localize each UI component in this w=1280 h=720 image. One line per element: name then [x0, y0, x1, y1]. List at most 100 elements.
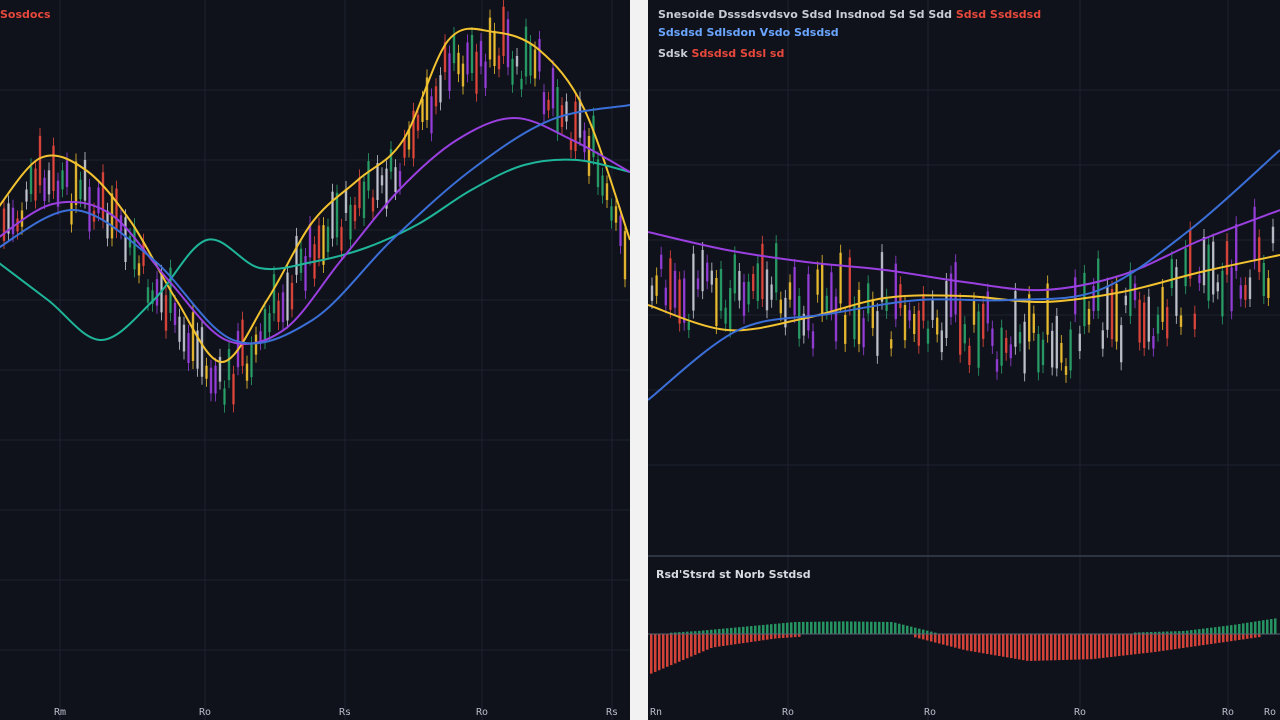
candle-up: [529, 42, 532, 76]
histogram-bar-down: [758, 634, 761, 641]
candle-body: [784, 297, 787, 328]
candle-body: [848, 257, 851, 308]
candle-body: [1069, 329, 1072, 371]
histogram-bar-up: [730, 627, 733, 634]
histogram-bar-down: [690, 634, 693, 657]
histogram-bar-down: [1066, 634, 1069, 660]
right-chart-panel[interactable]: Rn Ro Ro Ro Ro Ro Snesoide Dsssdsvdsvo Sdsd I…: [648, 0, 1280, 720]
histogram-bar-up: [806, 621, 809, 634]
candle-body: [788, 282, 792, 300]
x-tick-label: Ro: [1074, 707, 1086, 718]
candle-down: [2, 208, 6, 241]
candle-down: [101, 172, 105, 221]
oscillator-histogram: [650, 618, 1277, 674]
candle-down: [430, 96, 433, 134]
histogram-bar-down: [1046, 634, 1049, 661]
histogram-bar-up: [1150, 632, 1153, 634]
histogram-bar-down: [950, 634, 953, 647]
histogram-bar-down: [1014, 634, 1017, 659]
histogram-bar-up: [826, 621, 829, 634]
candle-down: [403, 137, 406, 158]
histogram-bar-down: [1058, 634, 1061, 661]
histogram-bar-down: [1022, 634, 1025, 661]
candle-body: [1198, 274, 1201, 284]
histogram-bar-down: [1174, 634, 1177, 650]
candle-body: [931, 298, 934, 320]
histogram-bar-up: [754, 625, 757, 634]
histogram-bar-up: [1186, 630, 1189, 634]
panel-divider[interactable]: [630, 0, 648, 720]
histogram-bar-up: [1182, 631, 1185, 634]
candle-body: [1193, 313, 1196, 330]
histogram-bar-down: [1186, 634, 1189, 648]
candle-body: [1184, 248, 1187, 287]
candle-body: [977, 311, 980, 368]
histogram-bar-down: [918, 634, 921, 639]
histogram-bar-down: [1238, 634, 1241, 640]
histogram-bar-down: [1190, 634, 1193, 647]
left-chart-canvas[interactable]: Rm Ro Rs Ro Rs: [0, 0, 630, 720]
histogram-bar-down: [734, 634, 737, 645]
candle-down: [506, 19, 510, 68]
candle-body: [839, 252, 842, 304]
histogram-bar-up: [1158, 631, 1161, 634]
candle-down: [254, 334, 258, 355]
left-chart-panel[interactable]: Rm Ro Rs Ro Rs Sosdocs: [0, 0, 630, 720]
histogram-bar-down: [1002, 634, 1005, 657]
right-legend-line-3: Sdsk Sdsdsd Sdsl sd: [658, 47, 784, 60]
grid-lines: [648, 0, 1280, 720]
x-tick-label: Ro: [199, 707, 211, 718]
histogram-bar-down: [1178, 634, 1181, 649]
histogram-bar-down: [930, 634, 933, 642]
candle-down: [268, 313, 271, 333]
histogram-bar-down: [978, 634, 981, 653]
candle-down: [565, 101, 568, 122]
right-chart-canvas[interactable]: Rn Ro Ro Ro Ro Ro: [648, 0, 1280, 720]
histogram-bar-down: [670, 634, 673, 666]
histogram-bar-down: [1054, 634, 1057, 661]
candle-down: [164, 295, 168, 331]
candle-body: [710, 270, 713, 285]
candle-down: [74, 161, 78, 205]
candle-down: [308, 223, 312, 258]
candle-body: [830, 272, 833, 313]
histogram-bar-down: [662, 634, 665, 669]
histogram-bar-up: [1198, 629, 1201, 634]
candle-body: [982, 303, 985, 339]
histogram-bar-down: [1206, 634, 1209, 645]
histogram-bar-down: [770, 634, 773, 640]
histogram-bar-down: [674, 634, 677, 664]
candle-down: [106, 210, 109, 239]
candle-up: [358, 177, 361, 209]
candle-body: [936, 317, 939, 335]
histogram-bar-up: [1174, 631, 1177, 634]
histogram-bar-down: [1246, 634, 1249, 639]
candle-down: [245, 363, 249, 381]
candle-down: [353, 204, 357, 222]
candle-up: [191, 312, 195, 361]
histogram-bar-up: [670, 632, 673, 634]
histogram-bar-down: [778, 634, 781, 639]
candle-body: [844, 314, 847, 344]
candle-body: [968, 345, 971, 365]
histogram-bar-down: [994, 634, 997, 656]
candle-down: [259, 331, 262, 343]
histogram-bar-down: [1006, 634, 1009, 658]
histogram-bar-down: [1106, 634, 1109, 658]
candle-body: [1202, 236, 1206, 286]
candle-up: [214, 365, 217, 394]
candle-body: [1271, 226, 1275, 244]
histogram-bar-up: [1134, 632, 1137, 634]
histogram-bar-up: [1222, 626, 1225, 634]
candle-up: [97, 187, 100, 214]
x-tick-label: Ro: [924, 707, 936, 718]
histogram-bar-up: [794, 621, 797, 634]
histogram-bar-down: [970, 634, 973, 652]
candle-down: [524, 26, 528, 77]
candle-down: [11, 207, 15, 235]
candle-body: [660, 254, 663, 269]
histogram-bar-down: [678, 634, 681, 662]
candle-down: [605, 183, 609, 201]
histogram-bar-down: [1134, 634, 1137, 655]
histogram-bar-up: [818, 621, 821, 634]
